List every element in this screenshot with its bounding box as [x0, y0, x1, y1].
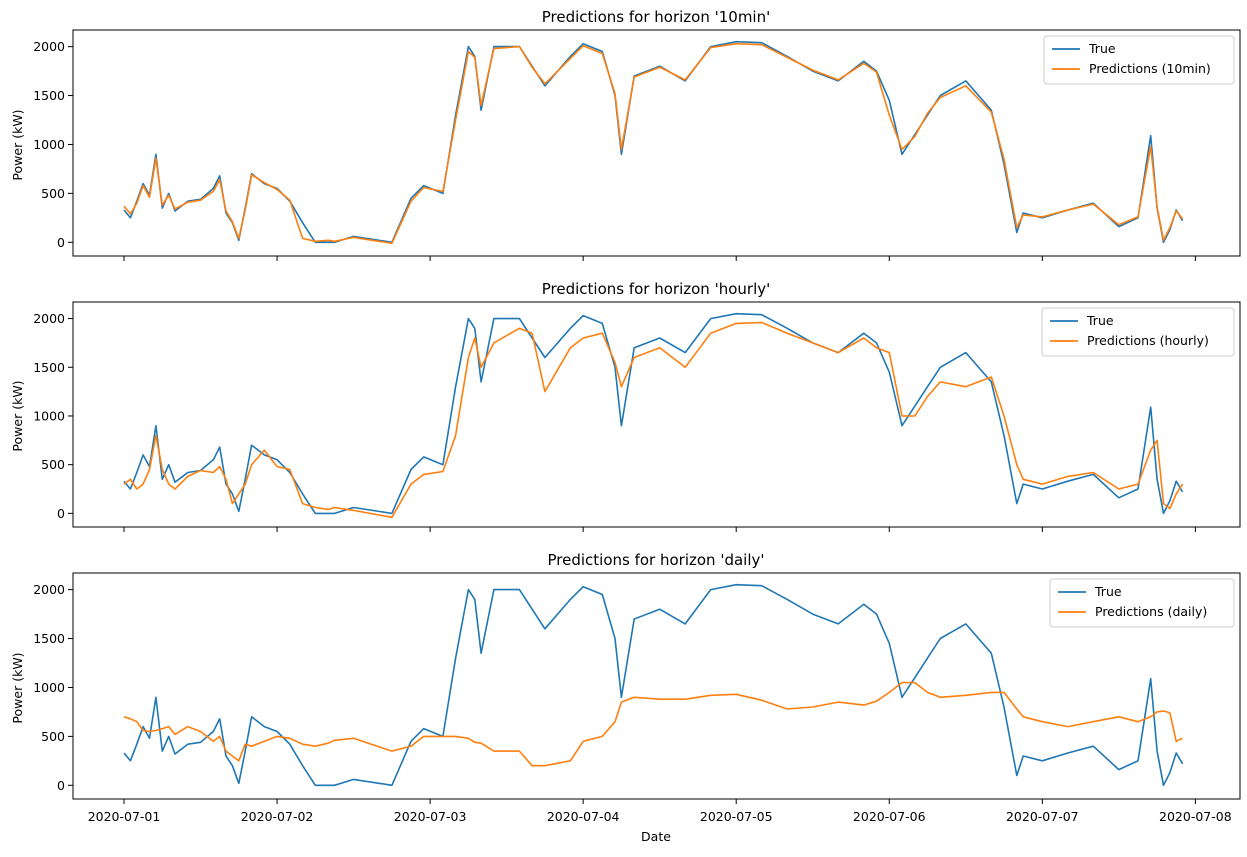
chart-title: Predictions for horizon 'hourly' [542, 280, 771, 298]
legend-label-true: True [1094, 584, 1122, 599]
series-line-true [123, 583, 1184, 787]
legend-box [1049, 578, 1235, 628]
x-ticks [123, 256, 1196, 261]
plot-area [123, 583, 1184, 787]
x-tick-label: 2020-07-08 [1159, 809, 1232, 824]
x-ticks: 2020-07-01 2020-07-02 2020-07-03 2020-07-04… [88, 799, 1232, 824]
series-line-prediction [123, 42, 1184, 245]
y-tick-label: 2000 [33, 582, 65, 597]
panel-hourly: Predictions for horizon 'hourly' Power (… [10, 280, 1241, 532]
y-tick-label: 1500 [33, 360, 65, 375]
chart-title: Predictions for horizon 'daily' [547, 551, 764, 569]
legend-box [1043, 35, 1235, 85]
legend-box [1041, 307, 1235, 357]
y-tick-label: 500 [41, 457, 65, 472]
x-tick-label: 2020-07-01 [88, 809, 161, 824]
legend-label-prediction: Predictions (daily) [1095, 604, 1207, 619]
axes-frame [72, 572, 1241, 800]
legend-label-true: True [1086, 313, 1114, 328]
y-tick-label: 2000 [33, 311, 65, 326]
x-tick-label: 2020-07-03 [394, 809, 467, 824]
y-tick-label: 1500 [33, 631, 65, 646]
plot-area [123, 312, 1184, 519]
y-ticks: 0 500 1000 1500 2000 [33, 582, 73, 793]
panel-10min: Predictions for horizon '10min' Power (k… [10, 8, 1241, 261]
y-axis-label: Power (kW) [10, 652, 25, 723]
y-tick-label: 1500 [33, 88, 65, 103]
y-axis-label: Power (kW) [10, 380, 25, 451]
y-tick-label: 0 [57, 506, 65, 521]
x-ticks [123, 527, 1196, 532]
y-tick-label: 0 [57, 778, 65, 793]
panel-daily: Predictions for horizon 'daily' Power (k… [10, 551, 1241, 844]
legend-label-prediction: Predictions (10min) [1089, 61, 1211, 76]
legend: True Predictions (hourly) [1041, 307, 1235, 357]
y-tick-label: 500 [41, 186, 65, 201]
legend-label-true: True [1088, 41, 1116, 56]
x-tick-label: 2020-07-04 [547, 809, 620, 824]
chart-title: Predictions for horizon '10min' [542, 8, 770, 26]
y-tick-label: 500 [41, 729, 65, 744]
y-axis-label: Power (kW) [10, 109, 25, 180]
x-tick-label: 2020-07-07 [1006, 809, 1079, 824]
plot-area [123, 40, 1184, 245]
series-line-prediction [123, 681, 1183, 767]
x-tick-label: 2020-07-02 [241, 809, 314, 824]
y-tick-label: 1000 [33, 137, 65, 152]
axes-frame [72, 301, 1241, 528]
legend: True Predictions (daily) [1049, 578, 1235, 628]
series-line-true [123, 312, 1184, 515]
y-ticks: 0 500 1000 1500 2000 [33, 311, 73, 521]
y-tick-label: 0 [57, 235, 65, 250]
y-tick-label: 2000 [33, 39, 65, 54]
legend-label-prediction: Predictions (hourly) [1087, 333, 1209, 348]
x-tick-label: 2020-07-06 [853, 809, 926, 824]
y-tick-label: 1000 [33, 680, 65, 695]
legend: True Predictions (10min) [1043, 35, 1235, 85]
y-tick-label: 1000 [33, 408, 65, 423]
x-tick-label: 2020-07-05 [700, 809, 773, 824]
x-axis-label: Date [641, 829, 671, 844]
axes-frame [72, 29, 1241, 257]
series-line-prediction [123, 321, 1184, 519]
y-ticks: 0 500 1000 1500 2000 [33, 39, 73, 250]
